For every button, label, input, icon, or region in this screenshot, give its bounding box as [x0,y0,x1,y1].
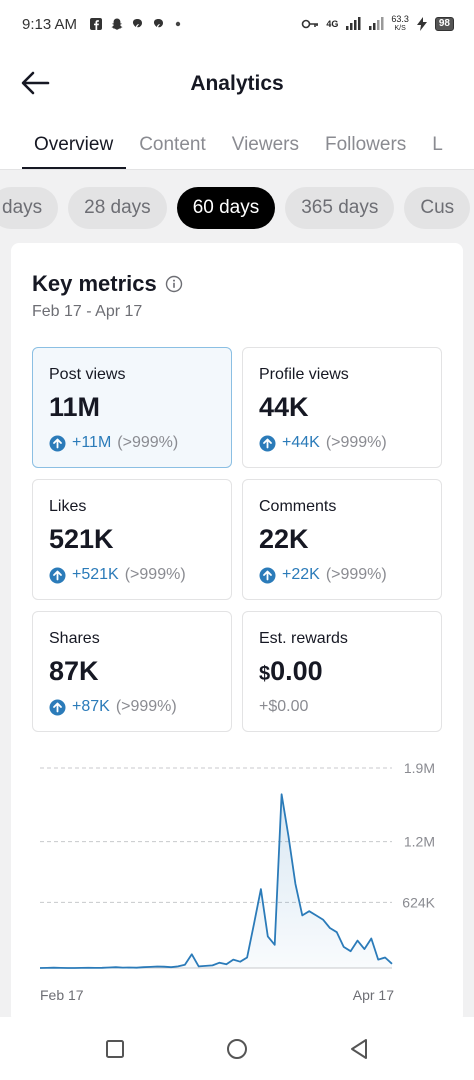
currency-symbol: $ [259,663,271,685]
tab-followers[interactable]: Followers [324,133,407,155]
range-chip-7-days[interactable]: days [0,187,59,229]
home-icon [227,1038,247,1059]
metric-label: Likes [49,498,87,515]
metric-value: 521K [49,524,114,554]
metric-percent: (>999%) [124,566,186,583]
metric-change: +44K (>999%) [259,434,387,452]
metric-label: Shares [49,630,100,647]
tab-overview[interactable]: Overview [22,120,127,169]
page-title: Analytics [190,72,284,95]
system-nav-bar [0,1017,474,1080]
metric-change: +22K (>999%) [259,566,387,584]
tab-content[interactable]: Content [139,133,206,155]
charging-bolt-icon [416,17,427,31]
speed-value: 63.3 [391,14,409,24]
recent-apps-button[interactable] [103,1037,127,1061]
metric-delta: +22K [282,566,320,583]
home-button[interactable] [225,1037,249,1061]
x-tick-label: Apr 17 [353,987,394,1003]
info-icon[interactable] [165,275,183,293]
series-line [39,793,393,969]
metric-value: 22K [259,524,309,554]
date-range-label: Feb 17 - Apr 17 [32,303,143,320]
more-notifications-dot-icon [175,21,181,27]
series-area [40,794,392,968]
metric-card-comments[interactable]: Comments 22K +22K (>999%) [242,479,442,600]
back-triangle-icon [351,1038,367,1059]
date-range-chips: days 28 days 60 days 365 days Cus [0,170,474,246]
range-chip-28-days[interactable]: 28 days [68,187,167,229]
post-views-chart[interactable]: 1.9M 1.2M 624K Feb 17 Apr 17 [11,753,463,1013]
up-arrow-icon [49,567,66,583]
network-speed: 63.3 K/S [391,15,409,33]
app-bar: Analytics [0,48,474,120]
metric-value: 44K [259,392,309,422]
y-tick-label: 1.9M [404,760,435,776]
status-right-group: 4G 63.3 K/S 98 [301,15,454,33]
analytics-tabs: Overview Content Viewers Followers L [0,120,474,170]
metric-card-est-rewards[interactable]: Est. rewards $0.00 +$0.00 [242,611,442,732]
metric-change: +87K (>999%) [49,698,177,716]
metric-card-shares[interactable]: Shares 87K +87K (>999%) [32,611,232,732]
y-tick-label: 1.2M [404,834,435,850]
metric-delta: +11M [72,434,112,451]
facebook-icon [90,18,103,30]
up-arrow-icon [259,567,276,583]
key-vpn-icon [302,19,319,29]
status-notification-icons [89,17,183,31]
metric-delta: +$0.00 [259,698,309,715]
metric-value: $0.00 [259,656,323,687]
chart-svg: 1.9M 1.2M 624K Feb 17 Apr 17 [39,760,436,1003]
battery-indicator: 98 [434,17,454,31]
metric-label: Est. rewards [259,630,348,647]
metric-change: +11M (>999%) [49,434,178,452]
metric-delta: +521K [72,566,119,583]
system-back-button[interactable] [347,1037,371,1061]
metric-change: +521K (>999%) [49,566,186,584]
y-tick-label: 624K [402,894,435,910]
up-arrow-icon [259,435,276,451]
metric-delta: +87K [72,698,110,715]
recent-apps-icon [106,1039,124,1058]
metric-delta: +44K [282,434,320,451]
metric-card-profile-views[interactable]: Profile views 44K +44K (>999%) [242,347,442,468]
metric-card-likes[interactable]: Likes 521K +521K (>999%) [32,479,232,600]
metric-card-post-views[interactable]: Post views 11M +11M (>999%) [32,347,232,468]
range-chip-custom[interactable]: Cus [404,187,471,229]
metric-percent: (>999%) [115,698,177,715]
snapchat-icon [111,18,123,30]
status-time: 9:13 AM [22,15,78,33]
notification-app-icon [154,19,164,28]
back-arrow-icon [21,71,50,95]
key-metrics-card: Key metrics Feb 17 - Apr 17 Post views 1… [11,243,463,1023]
metric-value-amount: 0.00 [270,656,323,686]
metric-percent: (>999%) [325,566,387,583]
metric-value: 11M [49,392,101,422]
notification-app-icon [133,19,143,28]
metric-percent: (>999%) [117,434,179,451]
status-bar: 9:13 AM 4G 63.3 K/S 98 [0,0,474,48]
metric-label: Comments [259,498,337,515]
metric-label: Post views [49,366,126,383]
speed-unit: K/S [394,25,406,32]
metric-change: +$0.00 [259,698,308,716]
range-chip-365-days[interactable]: 365 days [285,187,395,229]
x-tick-label: Feb 17 [40,987,84,1003]
range-chip-60-days[interactable]: 60 days [176,187,276,229]
key-metrics-title: Key metrics [32,271,157,296]
tab-viewers[interactable]: Viewers [231,133,299,155]
back-button[interactable] [20,68,54,98]
up-arrow-icon [49,435,66,451]
signal-icon [346,17,361,30]
key-metrics-heading: Key metrics [32,271,183,297]
up-arrow-icon [49,699,66,715]
signal-icon [369,17,384,30]
metric-value: 87K [49,656,99,686]
metric-label: Profile views [259,366,349,383]
network-type: 4G [326,19,339,29]
metric-percent: (>999%) [325,434,387,451]
tab-live[interactable]: L [432,133,443,155]
